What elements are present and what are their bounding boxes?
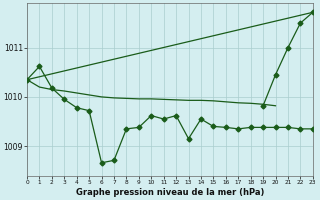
- X-axis label: Graphe pression niveau de la mer (hPa): Graphe pression niveau de la mer (hPa): [76, 188, 264, 197]
